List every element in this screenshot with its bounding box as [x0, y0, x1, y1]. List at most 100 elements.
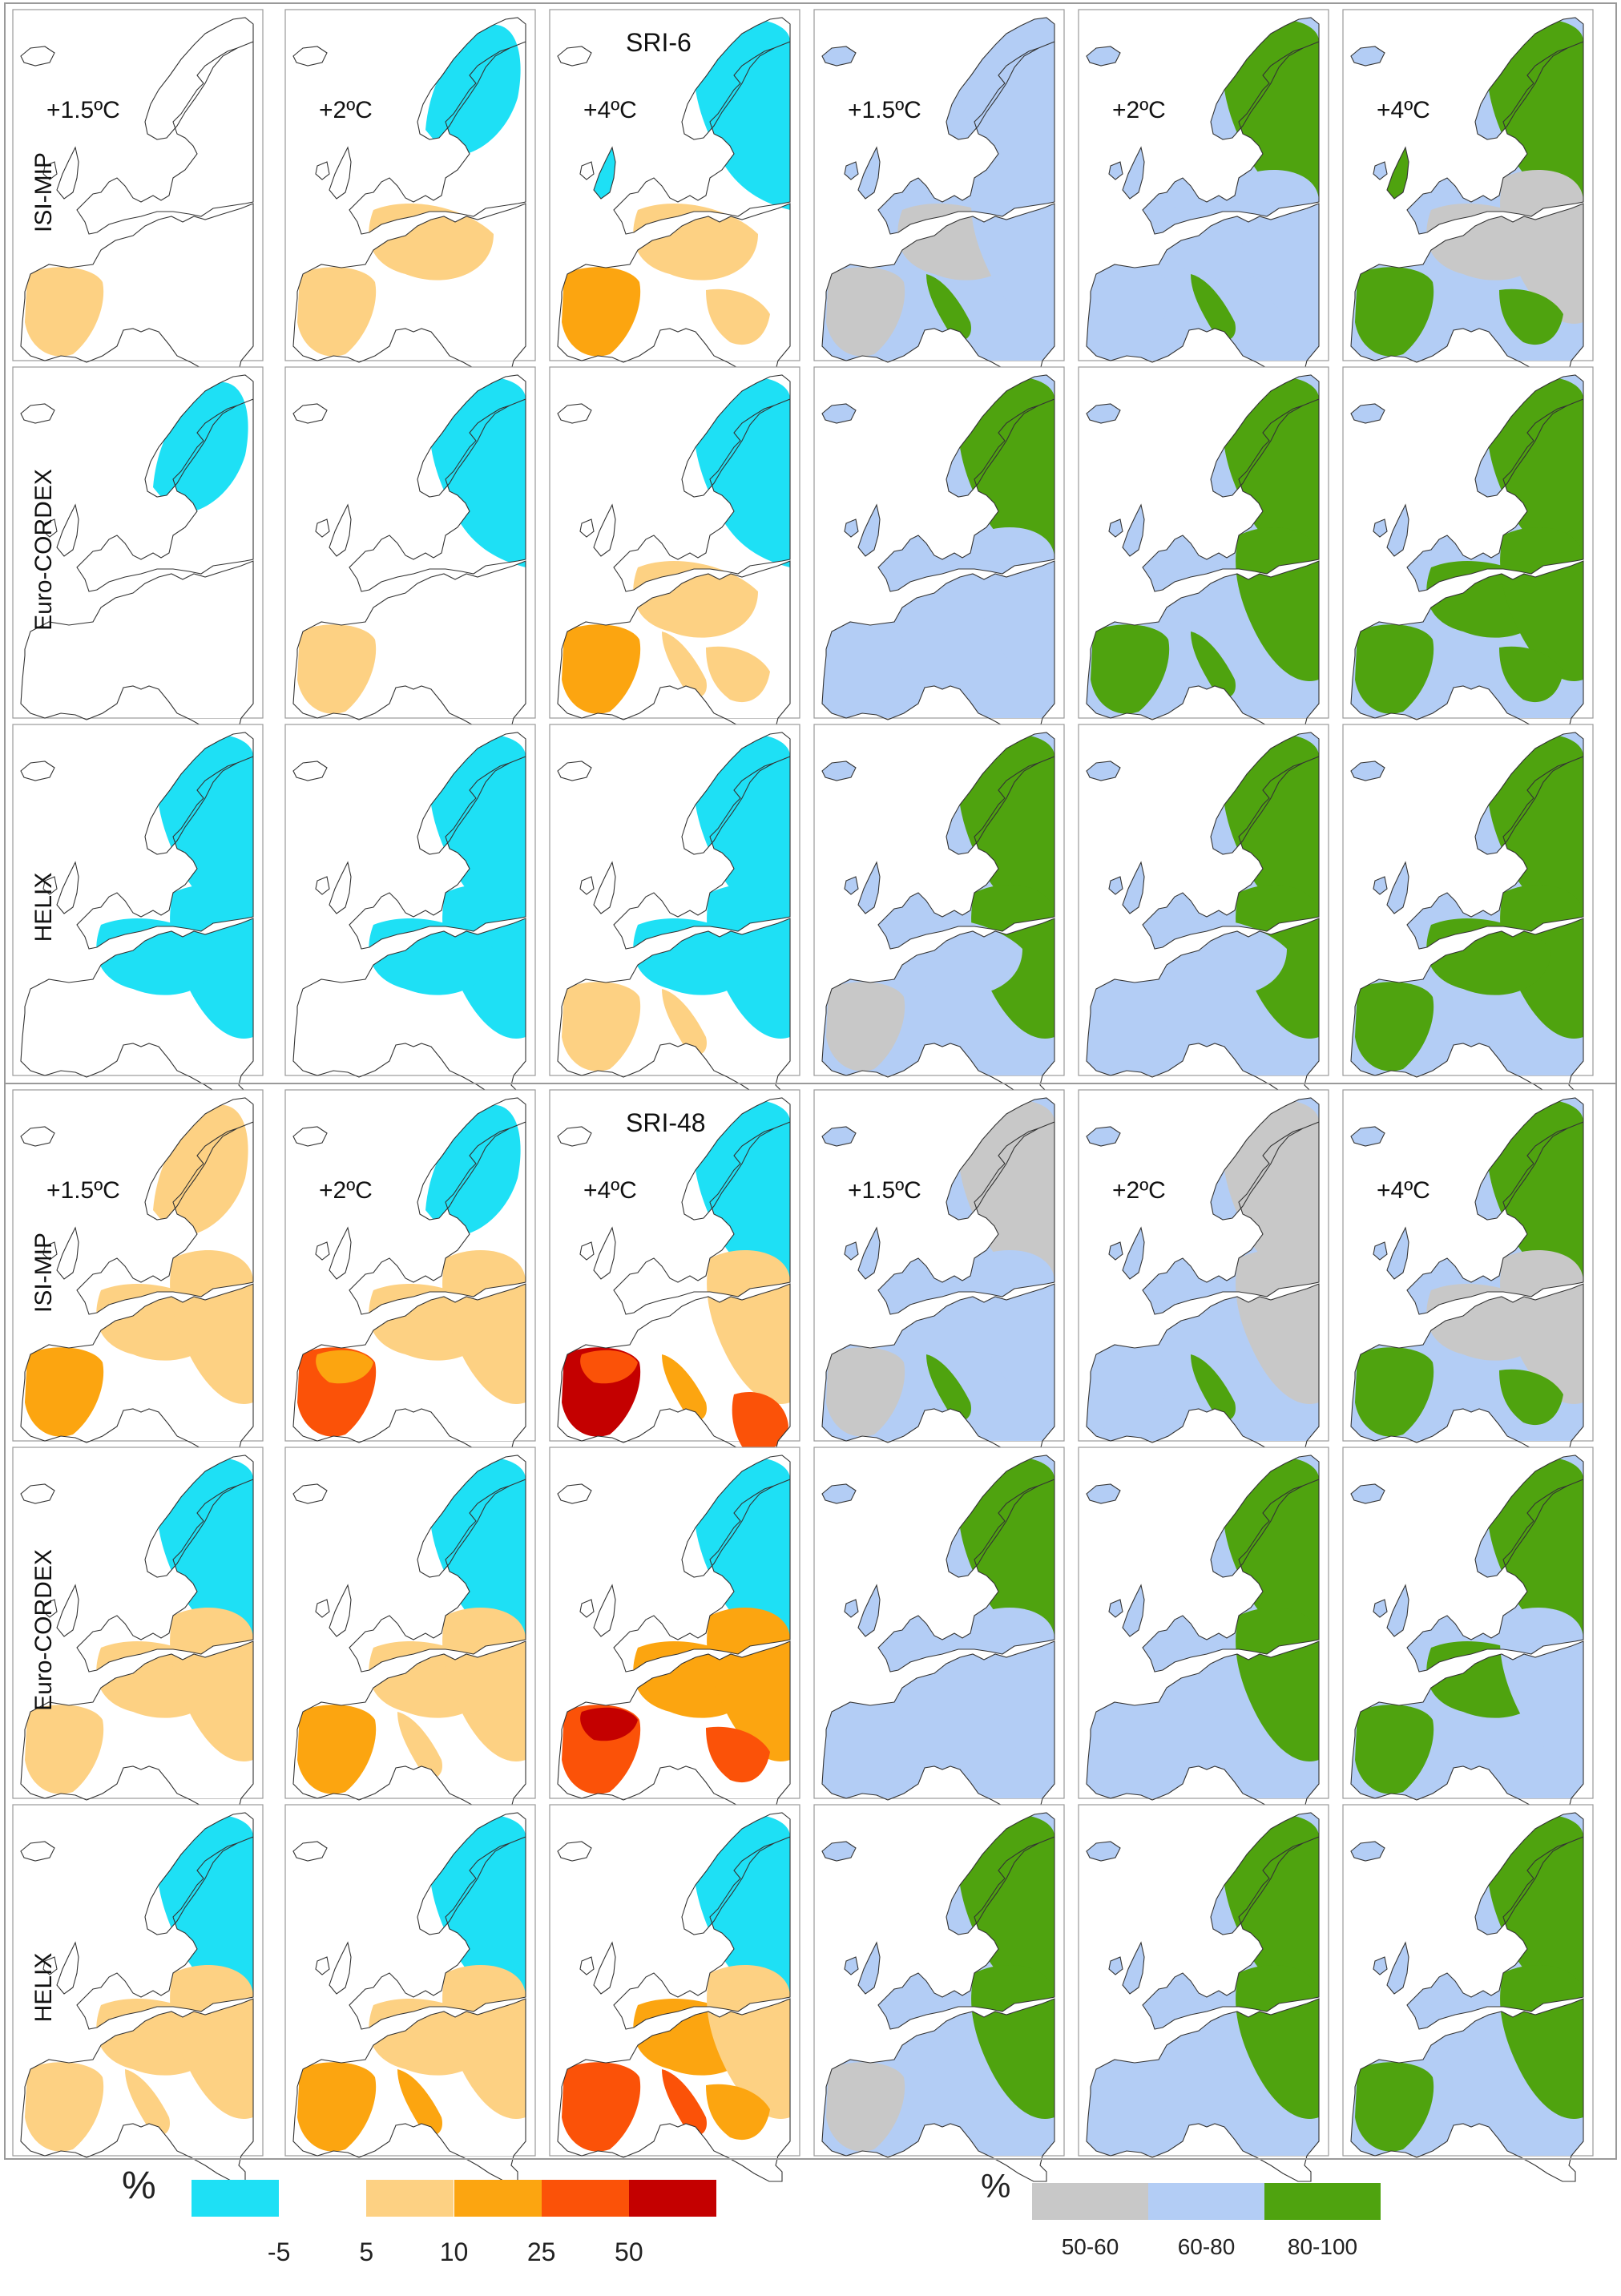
map-panel: +1.5ºC: [813, 1089, 1065, 1467]
region-iberia: [1355, 624, 1434, 714]
warming-level-label: +1.5ºC: [46, 97, 120, 123]
region-italy: [1191, 274, 1236, 341]
legend-change-tick: 10: [439, 2237, 469, 2266]
region-north: [1222, 1814, 1319, 2005]
map-panel: [549, 366, 800, 744]
region-iberia: [1091, 2062, 1170, 2152]
region-italy: [1191, 632, 1236, 698]
coastline: [821, 1812, 1055, 2182]
region-north: [1486, 376, 1583, 567]
region-north: [1222, 733, 1319, 925]
legend-change-tick: 5: [359, 2237, 374, 2266]
region-italy: [926, 1354, 971, 1421]
region-iberia: [1091, 267, 1170, 357]
region-iberia: [1355, 1705, 1434, 1794]
row-label-isi-mip: ISI-MIP: [30, 152, 57, 232]
legend-change-swatch: [454, 2180, 542, 2217]
region-iberia: [25, 2062, 104, 2152]
legend-change: % -5 5 10 25 50: [0, 2164, 801, 2292]
map-panel: +1.5ºC ISI-MIP: [12, 9, 264, 387]
legend-change-ticks: -5 5 10 25 50: [192, 2237, 716, 2270]
legend-change-swatch: [192, 2180, 280, 2217]
region-iberia: [25, 1347, 104, 1437]
map-panel: +4ºC: [1342, 9, 1594, 387]
region-iberia: [25, 1705, 104, 1794]
region-north: [693, 18, 790, 211]
legend-agreement: % 50-60 60-80 80-100: [962, 2164, 1621, 2292]
map-panel: [1342, 724, 1594, 1102]
region-iberia: [1355, 982, 1434, 1071]
region-italy: [662, 2069, 707, 2136]
region-italy: [662, 1354, 707, 1421]
legend-change-swatch: [366, 2180, 454, 2217]
legend-change-swatch: [541, 2180, 629, 2217]
row-label-euro-cordex: Euro-CORDEX: [30, 1549, 57, 1711]
region-north: [693, 1456, 790, 1648]
region-north: [958, 1456, 1054, 1648]
warming-level-label: +4ºC: [583, 1177, 637, 1204]
row-label-helix: HELIX: [30, 873, 57, 942]
coastline: [1350, 1812, 1584, 2182]
warming-level-label: +2ºC: [1112, 1177, 1166, 1204]
region-north: [958, 733, 1054, 925]
map-panel: [1078, 1447, 1329, 1825]
region-balkans: [706, 289, 770, 345]
region-north: [958, 18, 1054, 211]
map-panel: [1342, 366, 1594, 744]
region-iberia: [1091, 624, 1170, 714]
region-iberia: [826, 1705, 905, 1794]
legend-agreement-labels: 50-60 60-80 80-100: [1032, 2234, 1381, 2266]
region-iberia: [562, 267, 641, 357]
map-panel: [1342, 1447, 1594, 1825]
region-iberiaN: [580, 1707, 638, 1741]
region-iberia: [1091, 1705, 1170, 1794]
region-balkans: [1499, 289, 1563, 345]
map-panel: [549, 1804, 800, 2182]
legend-agreement-swatch: [1032, 2183, 1148, 2220]
legend-change-swatches: [192, 2180, 716, 2217]
region-se: [732, 1391, 788, 1452]
region-italy: [125, 2069, 170, 2136]
legend-change-tick: -5: [267, 2237, 291, 2266]
region-iberia: [1355, 267, 1434, 357]
region-north: [429, 376, 526, 567]
map-panel: +4ºC SRI-6: [549, 9, 800, 387]
region-iberia: [297, 267, 377, 357]
region-iberia: [297, 624, 377, 714]
region-iberiaN: [580, 1350, 638, 1384]
region-north: [958, 1814, 1054, 2005]
warming-level-label: +4ºC: [1377, 1177, 1430, 1204]
legend-agreement-swatch: [1264, 2183, 1381, 2220]
map-panel: [813, 1804, 1065, 2182]
legend-agreement-label: 80-100: [1287, 2234, 1358, 2259]
map-panel: [813, 366, 1065, 744]
region-iberia: [562, 2062, 641, 2152]
region-north: [156, 1456, 253, 1648]
region-north: [958, 1099, 1054, 1290]
map-panel: +2ºC: [284, 1089, 536, 1467]
warming-level-label: +4ºC: [583, 97, 637, 123]
map-panel: [1342, 1804, 1594, 2182]
warming-level-label: +2ºC: [319, 1177, 373, 1204]
legend-agreement-swatches: [1032, 2183, 1381, 2220]
map-panel: [284, 1804, 536, 2182]
region-italy: [1191, 1354, 1236, 1421]
map-panel: [1078, 724, 1329, 1102]
map-panel: HELIX: [12, 724, 264, 1102]
map-panel: [813, 724, 1065, 1102]
region-north: [1222, 1456, 1319, 1648]
region-north: [693, 1814, 790, 2005]
legend-agreement-label: 50-60: [1061, 2234, 1119, 2259]
map-panel: +1.5ºC: [813, 9, 1065, 387]
legend-change-tick: 50: [615, 2237, 643, 2266]
region-north: [429, 1814, 526, 2005]
row-label-helix: HELIX: [30, 1953, 57, 2023]
region-north: [1222, 376, 1319, 567]
region-iberia: [826, 267, 905, 357]
region-italy: [926, 274, 971, 341]
legend-change-tick: 25: [526, 2237, 556, 2266]
block-title: SRI-48: [626, 1108, 706, 1137]
region-iberiaN: [316, 1350, 373, 1384]
map-panel: Euro-CORDEX: [12, 366, 264, 744]
map-panel: [549, 1447, 800, 1825]
